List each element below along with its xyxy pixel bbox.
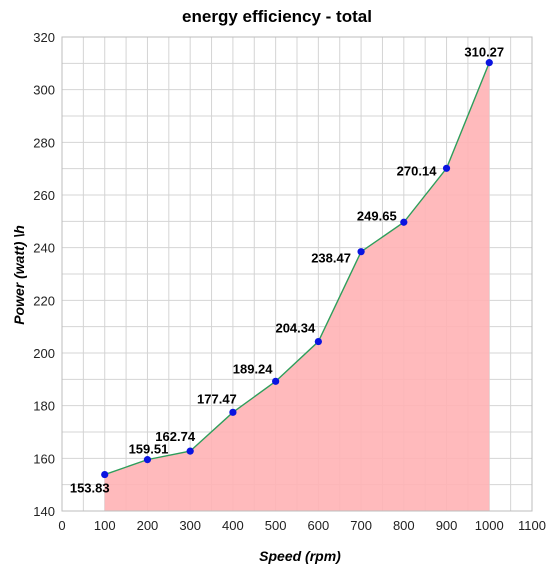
data-label: 204.34 (275, 321, 316, 336)
data-point (400, 218, 408, 226)
x-tick-label: 1100 (518, 518, 546, 533)
data-label: 162.74 (155, 429, 196, 444)
data-label: 310.27 (464, 45, 504, 60)
y-axis-label: Power (watt) \h (11, 225, 27, 325)
data-markers (101, 59, 493, 479)
data-point (314, 337, 322, 346)
data-label: 249.65 (357, 208, 397, 223)
y-tick-label: 280 (33, 135, 55, 150)
x-tick-label: 300 (179, 518, 201, 533)
x-tick-label: 900 (436, 518, 458, 533)
y-tick-label: 300 (33, 83, 55, 98)
y-tick-label: 140 (33, 504, 55, 519)
data-label: 159.51 (129, 442, 169, 457)
data-point (143, 456, 152, 464)
x-tick-label: 500 (265, 518, 287, 533)
y-tick-label: 240 (33, 241, 55, 256)
data-label: 238.47 (311, 251, 351, 266)
y-tick-label: 260 (33, 188, 55, 203)
data-point (186, 447, 194, 455)
x-tick-label: 200 (137, 518, 159, 533)
axes: 0 100 200 300 400 500 600 700 800 900 1000 1100 140 1… (33, 30, 546, 533)
x-tick-label: 1000 (475, 518, 504, 533)
x-tick-label: 0 (58, 518, 65, 533)
data-point (229, 408, 237, 416)
chart-title: energy efficiency - total (182, 7, 372, 26)
x-tick-label: 100 (94, 518, 116, 533)
y-tick-label: 220 (33, 293, 55, 308)
series-line (104, 62, 490, 476)
y-tick-label: 200 (33, 346, 55, 361)
data-label: 177.47 (197, 391, 237, 406)
area-series (104, 62, 490, 511)
data-point (357, 248, 365, 256)
x-axis-label: Speed (rpm) (259, 548, 341, 564)
data-point (272, 377, 280, 385)
data-point (101, 470, 109, 479)
y-tick-label: 320 (33, 30, 55, 45)
y-tick-label: 180 (33, 399, 55, 414)
x-tick-label: 700 (350, 518, 372, 533)
x-tick-label: 800 (393, 518, 415, 533)
plot-border (61, 36, 533, 512)
x-tick-label: 600 (308, 518, 330, 533)
data-point (485, 59, 493, 67)
data-label: 153.83 (70, 481, 110, 496)
data-point (442, 164, 451, 172)
x-tick-label: 400 (222, 518, 244, 533)
data-label: 189.24 (233, 361, 274, 376)
y-tick-label: 160 (33, 451, 55, 466)
area-fill (104, 62, 490, 511)
data-label: 270.14 (397, 163, 438, 178)
